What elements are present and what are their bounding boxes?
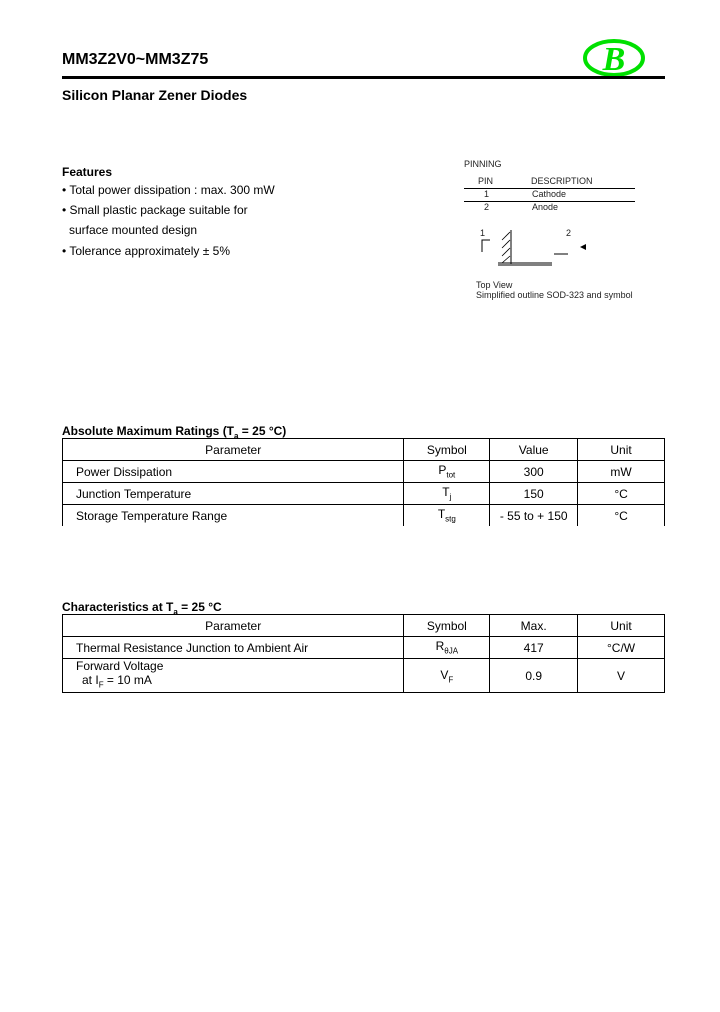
characteristics-title: Characteristics at Ta = 25 °C — [62, 600, 222, 617]
symbol-cell: VF — [403, 657, 491, 694]
value-cell: 300 — [489, 460, 579, 483]
diode-symbol-icon — [580, 244, 586, 250]
header-cell: Symbol — [403, 614, 491, 637]
table-row: Storage Temperature Range Tstg - 55 to + 1… — [61, 504, 665, 526]
drawing-caption: Simplified outline SOD-323 and symbol — [476, 290, 633, 300]
unit-cell: °C — [577, 504, 665, 526]
abs-max-title: Absolute Maximum Ratings (Ta = 25 °C) — [62, 424, 287, 441]
features-heading: Features — [62, 165, 113, 179]
header-cell: Parameter — [61, 614, 405, 637]
param-cell: Junction Temperature — [61, 482, 405, 505]
desc-col-header: DESCRIPTION — [531, 176, 593, 186]
value-cell: - 55 to + 150 — [489, 504, 579, 526]
pin-description: Cathode — [532, 189, 567, 199]
unit-cell: °C — [577, 482, 665, 505]
table-row: Forward Voltage at IF = 10 mA VF 0.9 V — [61, 657, 665, 694]
svg-text:B: B — [602, 41, 626, 78]
company-logo: B — [583, 39, 645, 78]
symbol-cell: Tj — [403, 482, 491, 505]
pin-1-label: 1 — [480, 228, 486, 238]
param-cell: Thermal Resistance Junction to Ambient A… — [61, 636, 405, 659]
package-outline-drawing — [481, 230, 586, 266]
table-row: Thermal Resistance Junction to Ambient A… — [61, 636, 665, 659]
pin-number: 1 — [484, 189, 490, 199]
header-cell: Unit — [577, 438, 665, 461]
value-cell: 0.9 — [489, 657, 579, 694]
abs-max-table: Parameter Symbol Value Unit Power Dissipati… — [61, 438, 665, 526]
feature-item: • Total power dissipation : max. 300 mW — [62, 183, 275, 197]
pinning-divider — [464, 201, 635, 202]
pin-description: Anode — [532, 202, 559, 212]
table-row: Junction Temperature Tj 150 °C — [61, 482, 665, 505]
characteristics-table: Parameter Symbol Max. Unit Thermal Resistan… — [61, 614, 665, 694]
value-cell: 417 — [489, 636, 579, 659]
pinning-divider — [464, 188, 635, 189]
unit-cell: V — [577, 657, 665, 694]
unit-cell: mW — [577, 460, 665, 483]
document-title: MM3Z2V0~MM3Z75 — [62, 51, 209, 68]
drawing-caption: Top View — [476, 280, 513, 290]
pin-col-header: PIN — [478, 176, 494, 186]
pinning-heading: PINNING — [464, 159, 502, 169]
table-header-row: Parameter Symbol Value Unit — [61, 438, 665, 461]
symbol-cell: RθJA — [403, 636, 491, 659]
document-subtitle: Silicon Planar Zener Diodes — [62, 87, 248, 103]
pin-2-label: 2 — [566, 228, 572, 238]
feature-item: surface mounted design — [69, 223, 198, 237]
symbol-cell: Tstg — [403, 504, 491, 526]
symbol-cell: Ptot — [403, 460, 491, 483]
param-cell: Forward Voltage at IF = 10 mA — [61, 657, 405, 694]
header-cell: Unit — [577, 614, 665, 637]
header-cell: Max. — [489, 614, 579, 637]
pin-number: 2 — [484, 202, 490, 212]
table-row: Power Dissipation Ptot 300 mW — [61, 460, 665, 483]
header-cell: Symbol — [403, 438, 491, 461]
header-rule — [62, 76, 665, 79]
unit-cell: °C/W — [577, 636, 665, 659]
header-cell: Parameter — [61, 438, 405, 461]
param-cell: Storage Temperature Range — [61, 504, 405, 526]
header-cell: Value — [489, 438, 579, 461]
param-cell: Power Dissipation — [61, 460, 405, 483]
feature-item: • Tolerance approximately ± 5% — [62, 244, 230, 258]
value-cell: 150 — [489, 482, 579, 505]
table-header-row: Parameter Symbol Max. Unit — [61, 614, 665, 637]
feature-item: • Small plastic package suitable for — [62, 203, 248, 217]
